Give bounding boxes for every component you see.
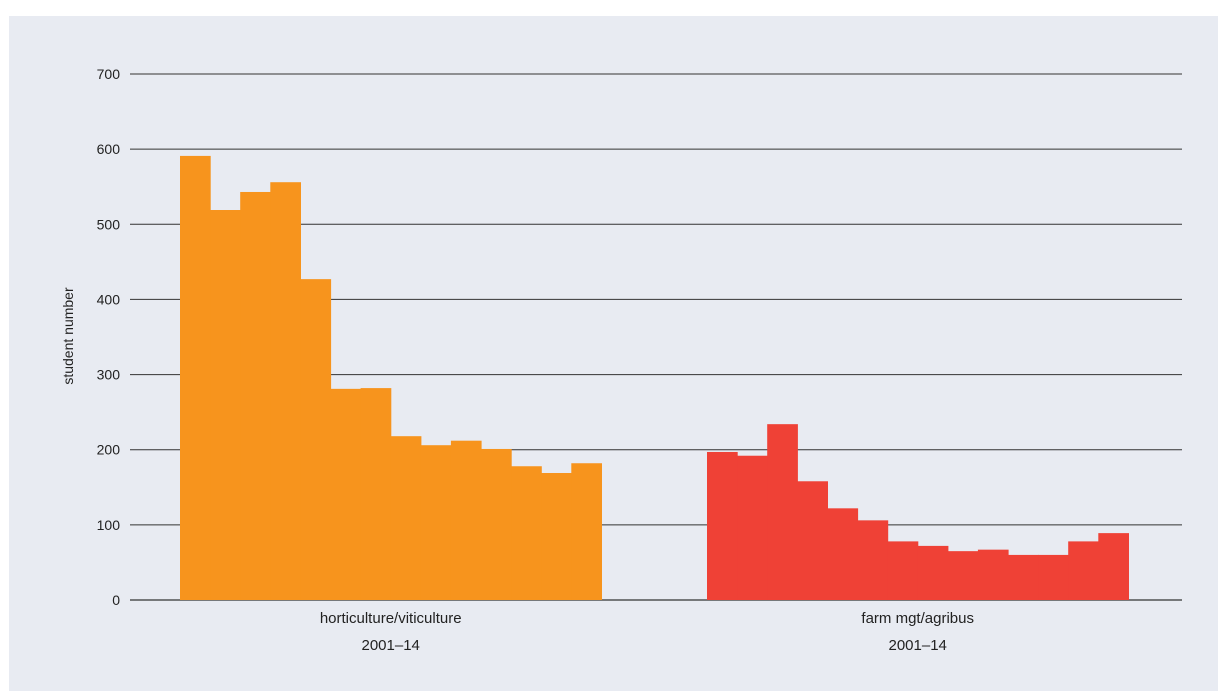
- y-tick-label: 0: [112, 592, 120, 608]
- bar: [737, 455, 768, 600]
- bar: [330, 388, 362, 600]
- bar: [797, 481, 828, 600]
- y-tick-label: 200: [97, 442, 121, 458]
- bar: [1068, 541, 1099, 600]
- bar: [1098, 533, 1129, 600]
- y-tick-label: 600: [97, 141, 121, 157]
- bar: [300, 279, 332, 600]
- bar: [390, 436, 422, 600]
- bar: [857, 520, 889, 600]
- bar: [571, 463, 602, 600]
- bar: [977, 549, 1009, 600]
- bar: [481, 448, 512, 600]
- y-tick-label: 300: [97, 367, 121, 383]
- category-label: farm mgt/agribus: [861, 610, 974, 627]
- bar: [420, 445, 452, 600]
- bars: [180, 155, 1129, 601]
- y-tick-label: 100: [97, 517, 121, 533]
- bar: [707, 451, 738, 600]
- bar: [1008, 554, 1039, 600]
- bar: [917, 545, 949, 600]
- bar: [827, 508, 859, 600]
- bar: [947, 551, 979, 600]
- bar: [210, 210, 241, 600]
- bar: [767, 424, 798, 600]
- category-label: horticulture/viticulture: [320, 610, 462, 627]
- y-tick-label: 400: [97, 291, 121, 307]
- bar: [541, 473, 572, 600]
- bar: [511, 466, 542, 600]
- bar: [240, 191, 271, 600]
- chart-panel: 0 100 200 300 400 500 600 700 student number ho…: [9, 16, 1218, 691]
- bar: [1038, 554, 1069, 600]
- bar: [360, 388, 392, 600]
- bar: [450, 440, 482, 600]
- y-tick-label: 700: [97, 66, 121, 82]
- bar-chart: 0 100 200 300 400 500 600 700 student number ho…: [60, 66, 1182, 654]
- category-labels: horticulture/viticulture 2001–14 farm mgt/…: [320, 610, 974, 654]
- category-period-label: 2001–14: [888, 637, 946, 654]
- bar: [270, 182, 301, 600]
- category-period-label: 2001–14: [361, 637, 419, 654]
- y-tick-label: 500: [97, 216, 121, 232]
- bar: [180, 155, 211, 601]
- y-axis: 0 100 200 300 400 500 600 700: [97, 66, 121, 608]
- bar: [887, 541, 919, 600]
- y-axis-title: student number: [60, 287, 76, 385]
